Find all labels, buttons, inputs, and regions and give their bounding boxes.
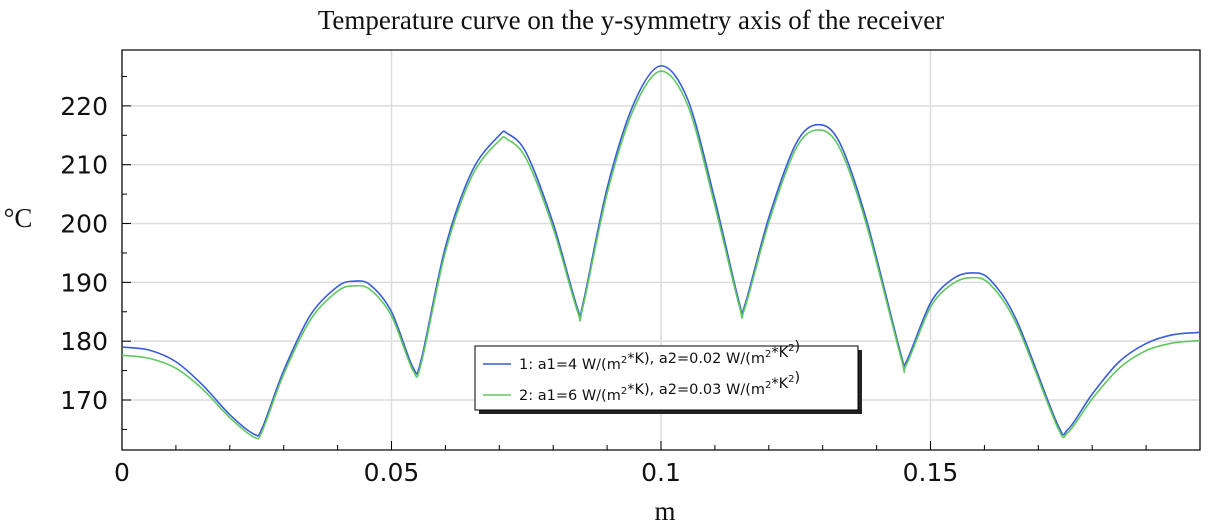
series-lines <box>121 65 1201 440</box>
y-tick-label: 210 <box>60 151 108 180</box>
y-tick-label: 180 <box>60 327 108 356</box>
x-tick-label: 0 <box>114 458 130 487</box>
y-tick-label: 200 <box>60 210 108 239</box>
y-tick-label: 190 <box>60 268 108 297</box>
chart-title: Temperature curve on the y-symmetry axis… <box>318 5 944 35</box>
axis-ticks: 0 0.05 0.1 0.15 170 180 190 200 210 220 <box>60 75 1201 487</box>
x-tick-label: 0.05 <box>364 458 420 487</box>
series-2-line <box>121 70 1201 440</box>
x-tick-label: 0.15 <box>903 458 959 487</box>
y-tick-label: 170 <box>60 386 108 415</box>
y-axis-label: °C <box>4 203 33 233</box>
y-tick-label: 220 <box>60 92 108 121</box>
chart-legend: 1: a1=4 W/(m2*K), a2=0.02 W/(m2*K2)2: a1… <box>474 339 862 414</box>
legend-entry-2: 2: a1=6 W/(m2*K), a2=0.03 W/(m2*K2) <box>519 370 800 404</box>
legend-box <box>474 345 859 411</box>
series-1-line <box>121 65 1201 437</box>
x-axis-label: m <box>654 496 675 526</box>
legend-entry-1: 1: a1=4 W/(m2*K), a2=0.02 W/(m2*K2) <box>519 339 800 373</box>
x-tick-label: 0.1 <box>641 458 681 487</box>
